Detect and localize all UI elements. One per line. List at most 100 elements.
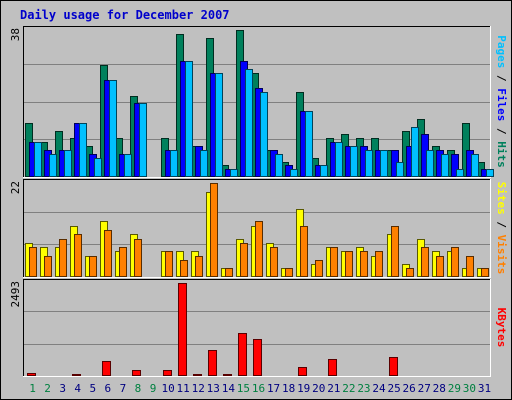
x-tick-label-day-20: 20 bbox=[312, 382, 325, 395]
x-tick-label-day-26: 26 bbox=[403, 382, 416, 395]
bar-visits-day-16 bbox=[255, 221, 263, 277]
bar-pages-day-29 bbox=[456, 169, 464, 177]
panel-hits-files-pages-legend-part-4: / bbox=[495, 121, 508, 141]
bar-pages-day-26 bbox=[411, 127, 419, 177]
bar-kbytes-day-19 bbox=[298, 367, 307, 376]
bar-pages-day-18 bbox=[290, 169, 298, 177]
x-tick-label-day-27: 27 bbox=[418, 382, 431, 395]
panel-sites-visits-ymax-label: 22 bbox=[9, 181, 22, 194]
bar-pages-day-13 bbox=[215, 73, 223, 177]
bar-pages-day-6 bbox=[109, 80, 117, 177]
x-tick-label-day-17: 17 bbox=[267, 382, 280, 395]
chart-title: Daily usage for December 2007 bbox=[20, 8, 230, 22]
x-tick-label-day-6: 6 bbox=[105, 382, 112, 395]
x-tick-label-day-19: 19 bbox=[297, 382, 310, 395]
x-tick-label-day-4: 4 bbox=[74, 382, 81, 395]
x-tick-label-day-3: 3 bbox=[59, 382, 66, 395]
bar-visits-day-5 bbox=[89, 256, 97, 277]
x-tick-label-day-22: 22 bbox=[342, 382, 355, 395]
bar-pages-day-2 bbox=[49, 154, 57, 177]
panel-hits-files-pages-legend-label: Pages / Files / Hits bbox=[495, 35, 508, 168]
panel-hits-files-pages-legend-part-2: / bbox=[495, 68, 508, 88]
x-tick-label-day-7: 7 bbox=[120, 382, 127, 395]
x-tick-label-day-14: 14 bbox=[222, 382, 236, 395]
bar-pages-day-17 bbox=[275, 154, 283, 177]
panel-kbytes-legend-label: KBytes bbox=[495, 308, 508, 348]
x-tick-label-day-21: 21 bbox=[327, 382, 340, 395]
x-tick-label-day-30: 30 bbox=[463, 382, 476, 395]
bar-visits-day-28 bbox=[436, 256, 444, 277]
bar-visits-day-15 bbox=[240, 243, 248, 277]
bar-visits-day-19 bbox=[300, 226, 308, 277]
bar-pages-day-3 bbox=[64, 150, 72, 177]
x-tick-label-day-25: 25 bbox=[387, 382, 400, 395]
bar-kbytes-day-16 bbox=[253, 339, 262, 376]
bar-pages-day-21 bbox=[335, 142, 343, 177]
x-tick-label-day-28: 28 bbox=[433, 382, 446, 395]
bar-kbytes-day-10 bbox=[163, 370, 172, 376]
chart-marks bbox=[25, 30, 494, 376]
x-tick-label-day-11: 11 bbox=[177, 382, 190, 395]
bar-pages-day-15 bbox=[245, 69, 253, 177]
bar-visits-day-13 bbox=[210, 183, 218, 277]
bar-visits-day-20 bbox=[315, 260, 323, 277]
panel-kbytes-ymax-label: 2493 bbox=[9, 281, 22, 308]
bar-pages-day-19 bbox=[305, 111, 313, 177]
bar-visits-day-6 bbox=[104, 230, 112, 277]
bar-pages-day-30 bbox=[471, 154, 479, 177]
bar-pages-day-8 bbox=[139, 103, 147, 177]
x-tick-label-day-9: 9 bbox=[150, 382, 157, 395]
panel-sites-visits-legend-label: Sites / Visits bbox=[495, 182, 508, 275]
x-tick-label-day-18: 18 bbox=[282, 382, 295, 395]
bar-visits-day-12 bbox=[195, 256, 203, 277]
panel-kbytes-legend-part-1: KBytes bbox=[495, 308, 508, 348]
bar-kbytes-day-8 bbox=[132, 370, 141, 376]
bar-kbytes-day-21 bbox=[328, 359, 337, 376]
bar-pages-day-24 bbox=[380, 150, 388, 177]
panel-hits-files-pages-ymax-label: 38 bbox=[9, 28, 22, 41]
bar-pages-day-10 bbox=[170, 150, 178, 177]
bar-visits-day-4 bbox=[74, 234, 82, 277]
bar-pages-day-14 bbox=[230, 169, 238, 177]
bar-visits-day-14 bbox=[225, 268, 233, 277]
bar-visits-day-2 bbox=[44, 256, 52, 277]
bar-visits-day-8 bbox=[134, 239, 142, 277]
bar-visits-day-23 bbox=[360, 251, 368, 277]
x-tick-label-day-12: 12 bbox=[192, 382, 205, 395]
x-tick-label-day-5: 5 bbox=[89, 382, 96, 395]
bar-kbytes-day-4 bbox=[72, 374, 81, 376]
bar-visits-day-18 bbox=[285, 268, 293, 277]
panel-sites-visits-legend-part-1: Sites bbox=[495, 182, 508, 215]
bar-kbytes-day-11 bbox=[178, 283, 187, 376]
bar-kbytes-day-13 bbox=[208, 350, 217, 376]
panel-hits-files-pages-legend-part-3: Files bbox=[495, 88, 508, 121]
bar-kbytes-day-15 bbox=[238, 333, 247, 376]
x-tick-label-day-16: 16 bbox=[252, 382, 265, 395]
bar-visits-day-3 bbox=[59, 239, 67, 277]
bar-visits-day-7 bbox=[119, 247, 127, 277]
x-tick-label-day-23: 23 bbox=[357, 382, 370, 395]
bar-pages-day-5 bbox=[94, 158, 102, 177]
bar-visits-day-1 bbox=[29, 247, 37, 277]
panel-sites-visits-legend-part-3: Visits bbox=[495, 235, 508, 275]
bar-visits-day-30 bbox=[466, 256, 474, 277]
bar-visits-day-27 bbox=[421, 247, 429, 277]
bar-visits-day-29 bbox=[451, 247, 459, 277]
x-tick-label-day-29: 29 bbox=[448, 382, 461, 395]
bar-pages-day-23 bbox=[365, 150, 373, 177]
x-tick-label-day-13: 13 bbox=[207, 382, 220, 395]
x-tick-label-day-31: 31 bbox=[478, 382, 491, 395]
bar-pages-day-12 bbox=[200, 150, 208, 177]
bar-kbytes-day-12 bbox=[193, 374, 202, 376]
bar-visits-day-24 bbox=[375, 251, 383, 277]
bar-visits-day-17 bbox=[270, 247, 278, 277]
x-tick-label-day-1: 1 bbox=[29, 382, 36, 395]
x-tick-label-day-10: 10 bbox=[161, 382, 174, 395]
bar-pages-day-25 bbox=[396, 162, 404, 177]
x-tick-label-day-8: 8 bbox=[135, 382, 142, 395]
bar-pages-day-1 bbox=[34, 142, 42, 177]
panel-hits-files-pages-legend-part-1: Pages bbox=[495, 35, 508, 68]
bar-pages-day-7 bbox=[124, 154, 132, 177]
